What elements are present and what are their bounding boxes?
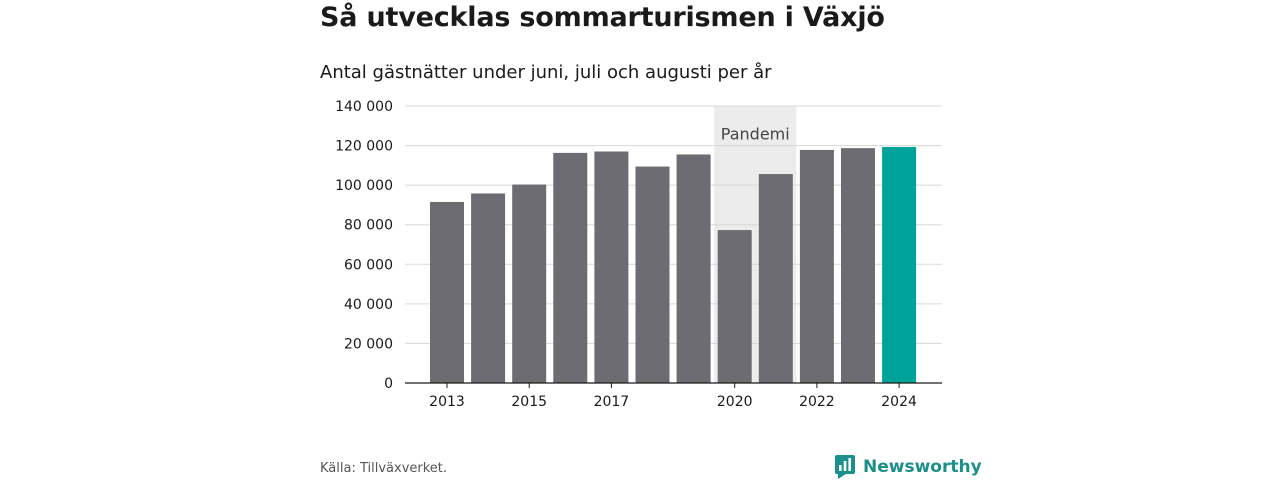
- bar-2021: [758, 174, 793, 383]
- source-note: Källa: Tillväxverket.: [320, 461, 448, 476]
- x-tick-label: 2015: [511, 394, 547, 410]
- y-tick-label: 0: [384, 376, 393, 392]
- x-tick-label: 2022: [799, 394, 835, 410]
- chart-title: Så utvecklas sommarturismen i Växjö: [320, 2, 885, 33]
- bar-2020: [717, 230, 752, 383]
- y-tick-label: 140 000: [335, 99, 393, 115]
- bar-2013: [430, 201, 464, 383]
- bar-2024: [882, 146, 917, 383]
- y-tick-label: 20 000: [344, 336, 393, 352]
- brand-logo: Newsworthy: [835, 455, 982, 479]
- y-tick-label: 40 000: [344, 297, 393, 313]
- x-tick-label: 2024: [881, 394, 917, 410]
- newsworthy-icon: [835, 455, 855, 479]
- x-tick-label: 2017: [594, 394, 630, 410]
- x-tick-label: 2020: [717, 394, 753, 410]
- brand-name: Newsworthy: [863, 457, 982, 477]
- y-tick-label: 120 000: [335, 139, 393, 155]
- bar-2018: [635, 166, 670, 383]
- bar-chart: 0 20 000 40 000 60 000 80 000 100 000 120 000 1…: [335, 99, 942, 410]
- y-tick-label: 60 000: [344, 257, 393, 273]
- bar-2023: [841, 148, 875, 383]
- x-tick-label: 2013: [429, 394, 465, 410]
- bar-2019: [676, 154, 711, 383]
- y-tick-label: 100 000: [335, 178, 393, 194]
- bar-2016: [553, 152, 588, 383]
- bar-2015: [512, 184, 547, 383]
- pandemic-label: Pandemi: [721, 125, 790, 144]
- bar-2014: [471, 193, 506, 383]
- bar-2022: [799, 149, 834, 383]
- chart-subtitle: Antal gästnätter under juni, juli och au…: [320, 62, 772, 83]
- bar-2017: [594, 151, 629, 383]
- y-tick-label: 80 000: [344, 218, 393, 234]
